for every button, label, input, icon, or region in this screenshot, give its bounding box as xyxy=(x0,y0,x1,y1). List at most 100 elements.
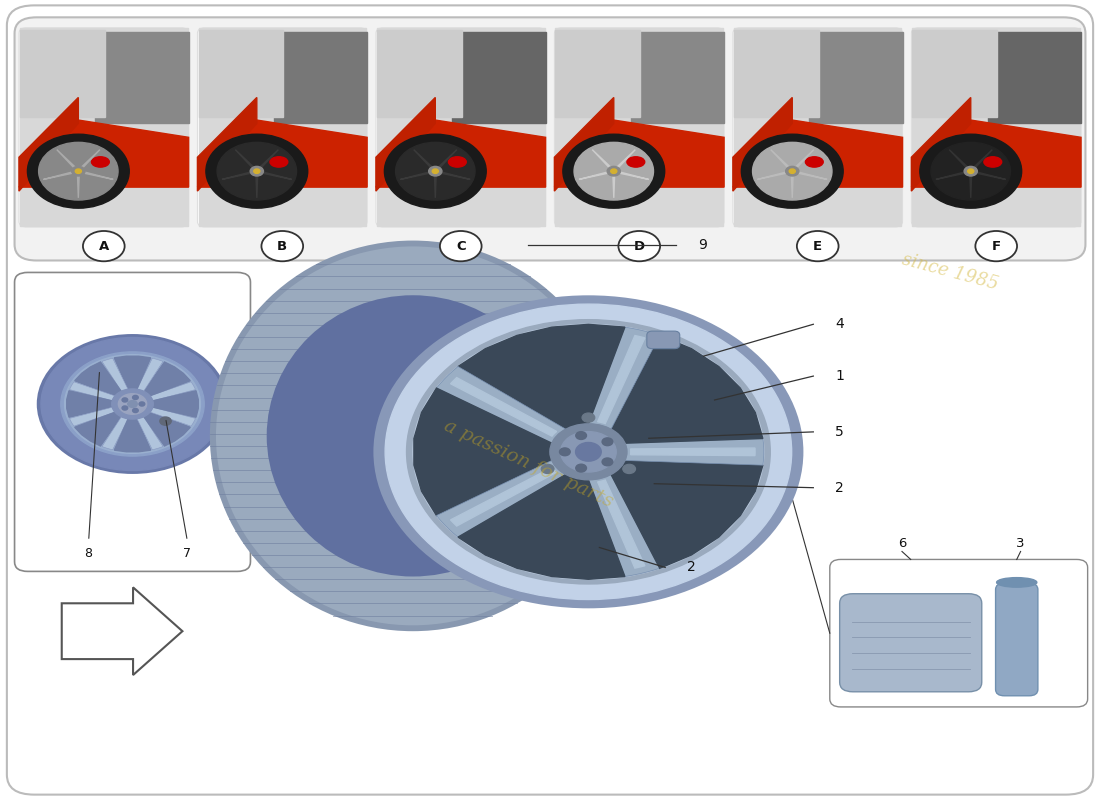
Circle shape xyxy=(976,231,1018,262)
Circle shape xyxy=(920,134,1022,208)
Ellipse shape xyxy=(627,157,645,167)
Polygon shape xyxy=(597,335,645,423)
Ellipse shape xyxy=(266,295,559,577)
Circle shape xyxy=(122,406,128,410)
FancyBboxPatch shape xyxy=(733,28,903,227)
Polygon shape xyxy=(77,175,79,198)
Circle shape xyxy=(119,394,146,414)
Polygon shape xyxy=(19,98,78,191)
Polygon shape xyxy=(150,382,196,401)
Bar xyxy=(452,32,546,123)
Circle shape xyxy=(262,231,304,262)
Polygon shape xyxy=(114,418,151,452)
Polygon shape xyxy=(438,150,456,169)
Polygon shape xyxy=(625,438,763,465)
Polygon shape xyxy=(597,480,645,568)
Polygon shape xyxy=(796,172,827,179)
Polygon shape xyxy=(57,150,76,169)
Bar xyxy=(198,30,284,118)
Circle shape xyxy=(374,296,802,607)
Polygon shape xyxy=(144,362,190,396)
Ellipse shape xyxy=(983,157,1002,167)
Bar xyxy=(198,29,366,226)
Circle shape xyxy=(206,134,308,208)
Bar xyxy=(377,29,544,226)
Polygon shape xyxy=(733,118,903,187)
Polygon shape xyxy=(579,172,609,179)
Text: e: e xyxy=(196,302,421,626)
Polygon shape xyxy=(44,172,74,179)
Polygon shape xyxy=(974,150,992,169)
Text: 5: 5 xyxy=(835,425,844,439)
Ellipse shape xyxy=(449,157,466,167)
Circle shape xyxy=(789,169,795,174)
Circle shape xyxy=(217,142,297,200)
FancyBboxPatch shape xyxy=(839,594,982,692)
Circle shape xyxy=(741,134,844,208)
Circle shape xyxy=(39,335,227,473)
Text: E: E xyxy=(813,240,823,253)
FancyBboxPatch shape xyxy=(19,28,188,227)
FancyBboxPatch shape xyxy=(829,559,1088,707)
Bar xyxy=(377,30,462,118)
Polygon shape xyxy=(451,378,557,436)
Polygon shape xyxy=(235,150,254,169)
Polygon shape xyxy=(771,150,790,169)
Polygon shape xyxy=(260,150,278,169)
Polygon shape xyxy=(414,150,433,169)
Polygon shape xyxy=(144,412,190,446)
Circle shape xyxy=(575,464,586,472)
Ellipse shape xyxy=(210,241,616,631)
Circle shape xyxy=(607,166,620,176)
Polygon shape xyxy=(138,417,163,450)
FancyBboxPatch shape xyxy=(647,331,680,349)
Circle shape xyxy=(133,395,139,399)
Bar xyxy=(20,29,188,226)
Polygon shape xyxy=(976,172,1005,179)
Circle shape xyxy=(752,142,832,200)
Polygon shape xyxy=(222,172,252,179)
Text: F: F xyxy=(991,240,1001,253)
Circle shape xyxy=(72,166,85,176)
Polygon shape xyxy=(936,172,966,179)
Bar xyxy=(630,32,724,123)
Polygon shape xyxy=(82,172,113,179)
Circle shape xyxy=(128,401,138,407)
Circle shape xyxy=(60,352,205,456)
Text: 9: 9 xyxy=(698,238,707,251)
Polygon shape xyxy=(75,412,121,446)
Polygon shape xyxy=(970,175,971,198)
Circle shape xyxy=(574,142,653,200)
Text: 4: 4 xyxy=(835,318,844,331)
Polygon shape xyxy=(554,98,614,191)
Circle shape xyxy=(41,338,224,470)
Text: A: A xyxy=(99,240,109,253)
FancyBboxPatch shape xyxy=(376,28,546,227)
FancyBboxPatch shape xyxy=(996,583,1038,696)
Circle shape xyxy=(623,464,636,474)
Ellipse shape xyxy=(805,157,823,167)
Circle shape xyxy=(65,354,200,454)
Polygon shape xyxy=(102,358,128,391)
Text: 1: 1 xyxy=(835,369,844,383)
Polygon shape xyxy=(197,98,256,191)
Circle shape xyxy=(575,432,586,439)
Text: D: D xyxy=(634,240,645,253)
Circle shape xyxy=(561,432,616,472)
Circle shape xyxy=(75,169,81,174)
Bar xyxy=(96,32,188,123)
Bar xyxy=(556,30,640,118)
Polygon shape xyxy=(19,118,188,187)
Polygon shape xyxy=(62,587,183,675)
Polygon shape xyxy=(554,118,724,187)
Bar xyxy=(988,32,1081,123)
Polygon shape xyxy=(262,172,292,179)
Polygon shape xyxy=(912,118,1081,187)
Bar xyxy=(274,32,367,123)
Polygon shape xyxy=(791,175,793,198)
Circle shape xyxy=(560,448,570,456)
Bar xyxy=(734,30,818,118)
Polygon shape xyxy=(153,390,198,418)
Circle shape xyxy=(28,134,130,208)
Circle shape xyxy=(139,402,145,406)
